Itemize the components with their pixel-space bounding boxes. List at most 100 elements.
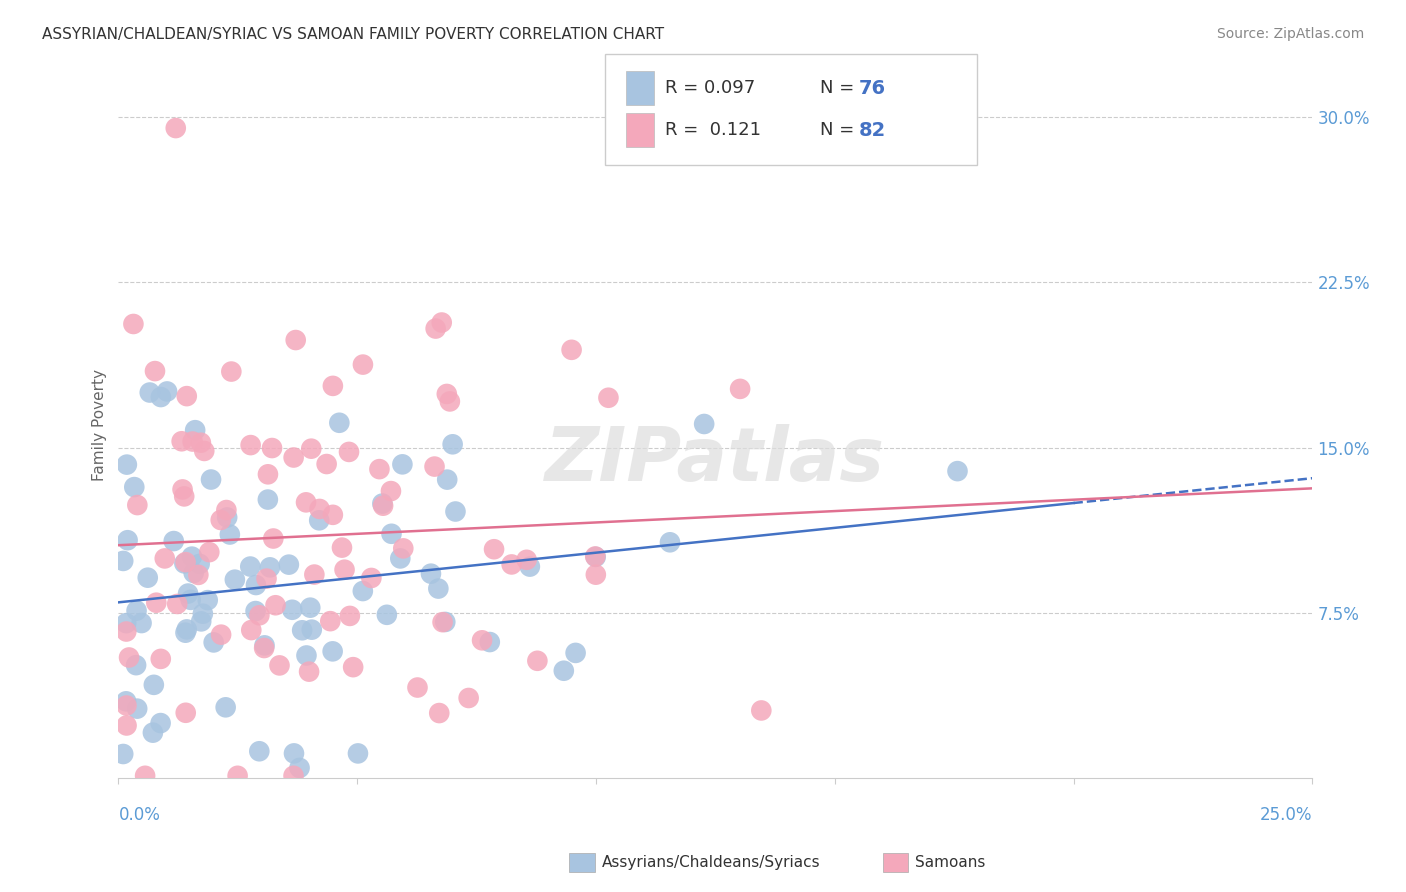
Point bbox=[598, 391, 620, 405]
Point bbox=[115, 616, 138, 631]
Point bbox=[283, 747, 305, 761]
Point bbox=[172, 483, 194, 497]
Point bbox=[153, 551, 176, 566]
Point bbox=[218, 527, 240, 541]
Point bbox=[200, 473, 222, 487]
Point bbox=[339, 608, 361, 623]
Point bbox=[174, 706, 197, 720]
Point bbox=[215, 503, 238, 517]
Point bbox=[118, 650, 141, 665]
Point bbox=[427, 582, 450, 596]
Point bbox=[226, 769, 249, 783]
Point bbox=[202, 635, 225, 649]
Point bbox=[214, 700, 236, 714]
Point bbox=[115, 718, 138, 732]
Point bbox=[583, 549, 606, 564]
Point bbox=[478, 635, 501, 649]
Point bbox=[115, 694, 138, 708]
Point bbox=[659, 535, 682, 549]
Text: Assyrians/Chaldeans/Syriacs: Assyrians/Chaldeans/Syriacs bbox=[602, 855, 820, 870]
Point bbox=[115, 698, 138, 713]
Point bbox=[136, 571, 159, 585]
Point bbox=[299, 442, 322, 456]
Point bbox=[728, 382, 751, 396]
Point bbox=[436, 473, 458, 487]
Point bbox=[482, 542, 505, 557]
Point bbox=[209, 513, 232, 527]
Text: ZIPatlas: ZIPatlas bbox=[546, 425, 886, 497]
Point bbox=[301, 623, 323, 637]
Point bbox=[457, 690, 479, 705]
Point bbox=[441, 437, 464, 451]
Point bbox=[256, 572, 278, 586]
Point bbox=[257, 467, 280, 482]
Point bbox=[308, 513, 330, 527]
Point bbox=[299, 600, 322, 615]
Point bbox=[260, 441, 283, 455]
Point bbox=[247, 608, 270, 623]
Point bbox=[142, 725, 165, 739]
Point bbox=[239, 438, 262, 452]
Point bbox=[283, 769, 305, 783]
Point bbox=[304, 567, 326, 582]
Point bbox=[253, 640, 276, 655]
Text: Samoans: Samoans bbox=[915, 855, 986, 870]
Point bbox=[561, 343, 583, 357]
Point bbox=[173, 557, 195, 571]
Point bbox=[389, 551, 412, 566]
Point bbox=[315, 457, 337, 471]
Point bbox=[519, 559, 541, 574]
Point bbox=[190, 435, 212, 450]
Point bbox=[262, 532, 284, 546]
Point bbox=[209, 628, 232, 642]
Point bbox=[127, 701, 149, 715]
Point bbox=[585, 567, 607, 582]
Point bbox=[217, 510, 239, 524]
Point bbox=[180, 592, 202, 607]
Point bbox=[281, 603, 304, 617]
Point bbox=[436, 387, 458, 401]
Point bbox=[352, 584, 374, 599]
Point bbox=[553, 664, 575, 678]
Point bbox=[471, 633, 494, 648]
Point bbox=[173, 489, 195, 503]
Point bbox=[156, 384, 179, 399]
Point bbox=[245, 604, 267, 618]
Point bbox=[253, 639, 276, 653]
Point bbox=[432, 615, 454, 629]
Point bbox=[122, 317, 145, 331]
Point bbox=[198, 545, 221, 559]
Text: ASSYRIAN/CHALDEAN/SYRIAC VS SAMOAN FAMILY POVERTY CORRELATION CHART: ASSYRIAN/CHALDEAN/SYRIAC VS SAMOAN FAMIL… bbox=[42, 27, 664, 42]
Point bbox=[188, 557, 211, 571]
Point bbox=[180, 549, 202, 564]
Point bbox=[139, 385, 162, 400]
Text: 76: 76 bbox=[859, 78, 886, 98]
Point bbox=[191, 607, 214, 621]
Point bbox=[283, 450, 305, 465]
Point bbox=[526, 654, 548, 668]
Text: R =  0.121: R = 0.121 bbox=[665, 121, 761, 139]
Point bbox=[284, 333, 307, 347]
Point bbox=[380, 526, 402, 541]
Point bbox=[328, 416, 350, 430]
Point bbox=[420, 566, 443, 581]
Point bbox=[112, 554, 135, 568]
Point bbox=[330, 541, 353, 555]
Y-axis label: Family Poverty: Family Poverty bbox=[93, 369, 107, 482]
Point bbox=[134, 769, 156, 783]
Point bbox=[165, 121, 187, 136]
Point bbox=[264, 599, 287, 613]
Point bbox=[193, 444, 215, 458]
Point bbox=[291, 624, 314, 638]
Point bbox=[298, 665, 321, 679]
Point bbox=[145, 596, 167, 610]
Point bbox=[131, 615, 153, 630]
Point bbox=[183, 566, 205, 580]
Point bbox=[187, 568, 209, 582]
Point bbox=[295, 495, 318, 509]
Point bbox=[585, 549, 607, 564]
Point bbox=[149, 652, 172, 666]
Point bbox=[163, 534, 186, 549]
Point bbox=[439, 394, 461, 409]
Point bbox=[117, 533, 139, 548]
